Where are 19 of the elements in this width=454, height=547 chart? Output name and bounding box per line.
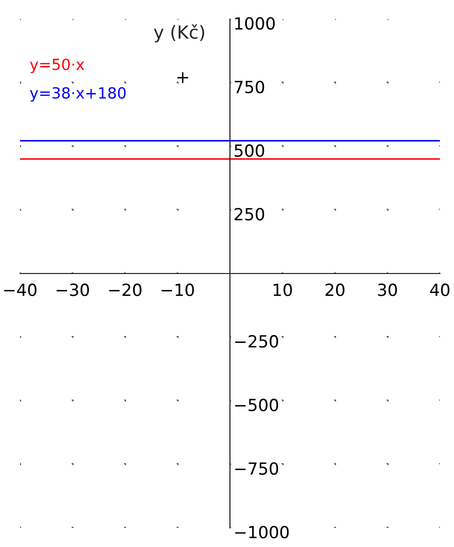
y-tick-label: −250 <box>235 335 278 348</box>
x-tick-label: 40 <box>430 284 450 296</box>
y-tick-label: −750 <box>235 462 278 475</box>
y-axis-title: y (Kč) <box>154 24 204 42</box>
x-tick-label: −10 <box>162 284 194 296</box>
y-tick-label: 750 <box>234 80 264 94</box>
text: y=50·x <box>30 58 84 74</box>
y-tick-label: −500 <box>235 398 278 412</box>
x-tick-label: 20 <box>326 284 344 296</box>
y-tick-label: 1000 <box>235 17 275 30</box>
y-tick-label: 500 <box>234 144 264 157</box>
x-tick-label: −30 <box>56 284 89 296</box>
text: y=38·x+180 <box>30 87 126 102</box>
y-tick-label: 250 <box>234 208 264 220</box>
x-tick-label: −40 <box>4 284 36 296</box>
x-tick-label: 10 <box>274 284 292 296</box>
x-tick-label: −20 <box>109 284 142 296</box>
y-tick-label: −1000 <box>235 526 289 538</box>
x-tick-label: 30 <box>378 284 397 296</box>
